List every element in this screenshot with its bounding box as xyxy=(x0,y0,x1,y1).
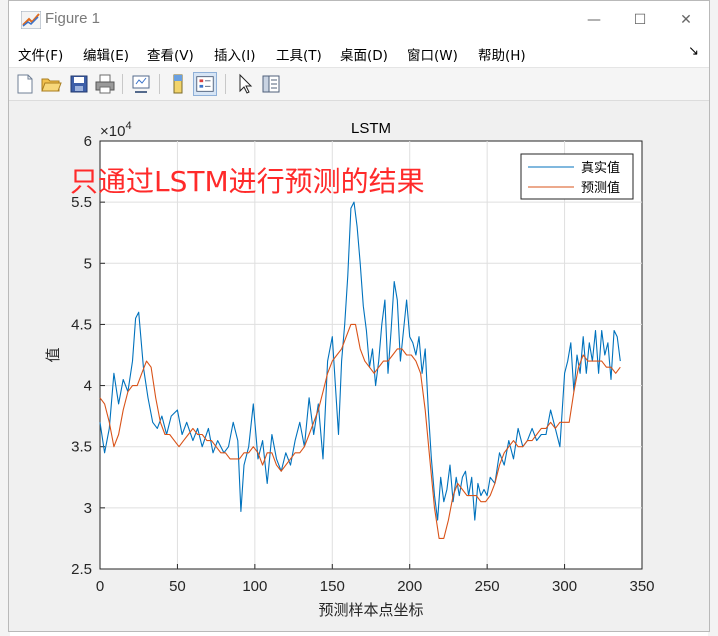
link-plot-icon[interactable] xyxy=(129,72,153,96)
minimize-button[interactable]: — xyxy=(587,12,601,28)
legend-icon[interactable] xyxy=(193,72,217,96)
pointer-icon[interactable] xyxy=(232,72,256,96)
background-window-edge-right xyxy=(708,0,718,636)
x-tick-label: 150 xyxy=(320,578,345,595)
y-exponent-base: ×10 xyxy=(100,123,125,140)
menu-insert[interactable]: 插入(I) xyxy=(214,48,256,64)
chart-title: LSTM xyxy=(351,120,391,137)
background-window-edge-left xyxy=(0,0,10,636)
y-tick-label: 6 xyxy=(84,133,92,150)
tick-labels: 0 50 100 150 200 250 300 350 2.5 3 3.5 4 4.5 5 5.5 6 xyxy=(71,133,654,595)
menu-overflow-icon[interactable]: ↘ xyxy=(688,44,699,59)
toolbar-separator xyxy=(225,74,226,94)
maximize-button[interactable]: ☐ xyxy=(633,12,647,28)
toolbar xyxy=(9,68,709,101)
legend-label-pred: 预测值 xyxy=(581,180,620,196)
menu-edit[interactable]: 编辑(E) xyxy=(83,48,130,64)
grid-lines xyxy=(99,140,643,570)
y-tick-label: 4 xyxy=(84,378,92,395)
menu-file[interactable]: 文件(F) xyxy=(18,48,64,64)
series-line-pred xyxy=(99,323,621,539)
matlab-logo-icon xyxy=(21,11,41,29)
y-exponent-power: 4 xyxy=(125,120,131,132)
y-tick-label: 2.5 xyxy=(71,561,92,578)
legend-box xyxy=(520,153,634,200)
y-tick-label: 5 xyxy=(84,255,92,272)
x-tick-label: 350 xyxy=(629,578,654,595)
x-tick-label: 0 xyxy=(96,578,104,595)
x-tick-label: 50 xyxy=(169,578,186,595)
toolbar-separator xyxy=(122,74,123,94)
title-bar[interactable]: Figure 1 — ☐ ✕ xyxy=(9,1,709,39)
x-tick-label: 200 xyxy=(397,578,422,595)
print-icon[interactable] xyxy=(93,72,117,96)
close-button[interactable]: ✕ xyxy=(680,12,692,28)
property-inspector-icon[interactable] xyxy=(259,72,283,96)
menu-help[interactable]: 帮助(H) xyxy=(478,48,526,64)
y-tick-label: 5.5 xyxy=(71,194,92,211)
x-tick-label: 250 xyxy=(475,578,500,595)
y-tick-label: 3.5 xyxy=(71,439,92,456)
x-tick-label: 100 xyxy=(242,578,267,595)
menu-desktop[interactable]: 桌面(D) xyxy=(340,48,388,64)
legend-label-real: 真实值 xyxy=(581,160,620,176)
y-axis-label: 值 xyxy=(44,347,62,362)
series-layer xyxy=(99,201,621,539)
y-tick-label: 4.5 xyxy=(71,316,92,333)
colorbar-icon[interactable] xyxy=(166,72,190,96)
save-icon[interactable] xyxy=(67,72,91,96)
window-title: Figure 1 xyxy=(45,10,101,27)
menu-tools[interactable]: 工具(T) xyxy=(276,48,322,64)
open-file-icon[interactable] xyxy=(39,72,63,96)
x-axis-label: 预测样本点坐标 xyxy=(318,601,423,619)
y-exponent-label: ×104 xyxy=(100,120,132,140)
y-tick-label: 3 xyxy=(84,500,92,517)
series-line-real xyxy=(99,201,621,521)
toolbar-separator xyxy=(159,74,160,94)
x-tick-label: 300 xyxy=(552,578,577,595)
menu-view[interactable]: 查看(V) xyxy=(147,48,194,64)
menu-window[interactable]: 窗口(W) xyxy=(407,48,458,64)
new-figure-icon[interactable] xyxy=(13,72,37,96)
legend[interactable]: 真实值 预测值 xyxy=(520,153,634,200)
annotation-text: 只通过LSTM进行预测的结果 xyxy=(70,165,425,198)
menu-bar: 文件(F) 编辑(E) 查看(V) 插入(I) 工具(T) 桌面(D) 窗口(W… xyxy=(9,39,709,68)
